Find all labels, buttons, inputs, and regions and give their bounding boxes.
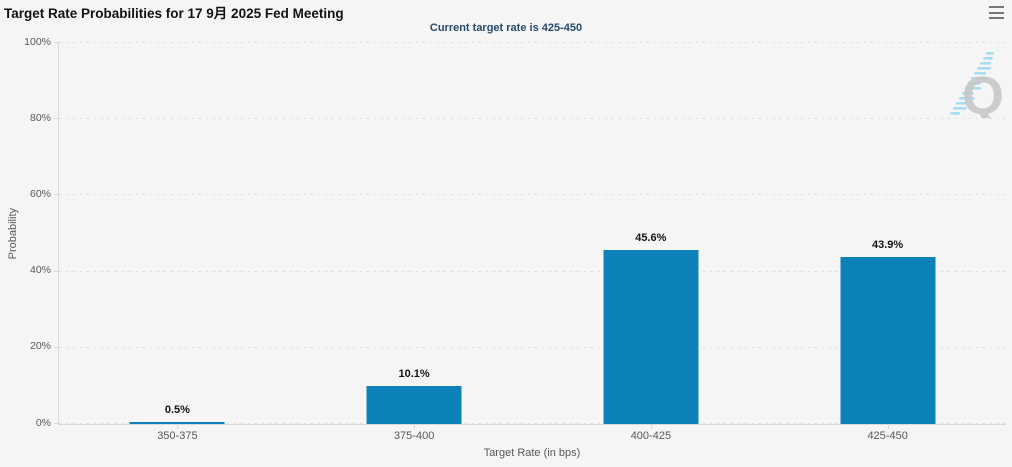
menu-line xyxy=(989,11,1004,14)
bar-375-400[interactable] xyxy=(366,385,462,424)
bar-350-375[interactable] xyxy=(129,422,225,424)
y-tick-20 xyxy=(54,346,59,348)
category-slot-375-400: 10.1% 375-400 xyxy=(296,43,533,442)
x-tick-425-450 xyxy=(887,424,889,429)
y-axis-title-text: Probability xyxy=(7,208,19,260)
x-tick-375-400 xyxy=(414,424,416,429)
y-tick-label-20: 20% xyxy=(29,340,51,353)
bar-425-450[interactable] xyxy=(840,256,936,424)
category-slot-350-375: 0.5% 350-375 xyxy=(59,43,296,442)
x-tick-400-425 xyxy=(650,424,652,429)
value-label-350-375: 0.5% xyxy=(164,404,190,417)
x-axis-title: Target Rate (in bps) xyxy=(483,447,581,459)
y-tick-label-40: 40% xyxy=(29,264,51,277)
value-label-425-450: 43.9% xyxy=(872,238,904,251)
y-axis-title: Probability xyxy=(4,43,22,425)
y-tick-label-100: 100% xyxy=(24,35,51,48)
plot-area: 0% 20% 40% 60% 80% 100% 0.5% 350-375 10.1% 375-40… xyxy=(24,36,1006,442)
category-label-425-450: 425-450 xyxy=(867,430,908,442)
value-label-375-400: 10.1% xyxy=(398,367,430,380)
y-tick-40 xyxy=(54,270,59,272)
hamburger-menu-icon[interactable] xyxy=(988,5,1005,20)
y-tick-label-0: 0% xyxy=(35,416,51,429)
category-label-375-400: 375-400 xyxy=(393,430,435,442)
y-tick-80 xyxy=(54,118,59,120)
bar-400-425[interactable] xyxy=(603,250,699,424)
category-slot-425-450: 43.9% 425-450 xyxy=(769,43,1006,442)
value-label-400-425: 45.6% xyxy=(635,232,667,245)
y-tick-100 xyxy=(54,42,59,43)
category-slot-400-425: 45.6% 400-425 xyxy=(533,43,770,442)
menu-line xyxy=(989,6,1004,8)
y-tick-label-80: 80% xyxy=(29,111,51,124)
menu-line xyxy=(989,17,1004,19)
category-label-400-425: 400-425 xyxy=(630,430,672,442)
y-tick-0 xyxy=(54,423,59,424)
y-tick-label-60: 60% xyxy=(29,187,51,200)
category-label-350-375: 350-375 xyxy=(157,430,198,442)
chart-subtitle: Current target rate is 425-450 xyxy=(429,22,583,34)
x-tick-350-375 xyxy=(177,424,179,429)
y-tick-60 xyxy=(54,194,59,196)
chart-title: Target Rate Probabilities for 17 9月 2025… xyxy=(4,6,344,21)
